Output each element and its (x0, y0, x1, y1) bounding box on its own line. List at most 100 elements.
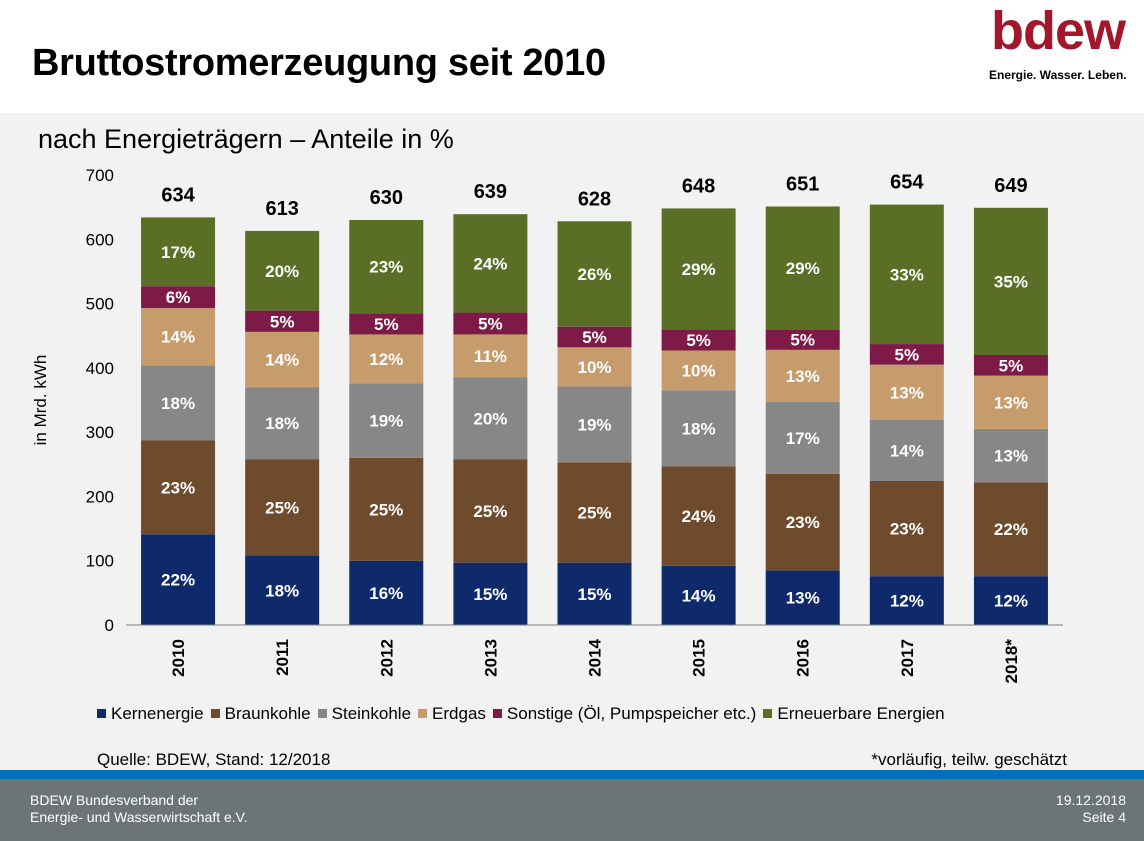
y-tick-label: 300 (86, 423, 114, 442)
segment-percent-label: 17% (161, 243, 195, 262)
segment-percent-label: 5% (582, 328, 607, 347)
segment-percent-label: 15% (577, 585, 611, 604)
segment-percent-label: 10% (577, 358, 611, 377)
bar-segment (661, 565, 736, 625)
segment-percent-label: 33% (890, 265, 924, 284)
bar-segment (453, 459, 528, 563)
bar-segment (349, 560, 424, 625)
footer-meta: 19.12.2018 Seite 4 (1056, 792, 1126, 826)
bar-segment (973, 428, 1048, 483)
segment-percent-label: 23% (890, 520, 924, 539)
bar-segment (349, 313, 424, 335)
segment-percent-label: 14% (682, 586, 716, 605)
bar-segment (557, 562, 632, 625)
segment-percent-label: 16% (369, 584, 403, 603)
bar-segment (765, 473, 840, 571)
legend-label: Sonstige (Öl, Pumpspeicher etc.) (506, 704, 757, 723)
segment-percent-label: 19% (577, 415, 611, 434)
bar-segment (141, 440, 216, 535)
bar-segment (349, 457, 424, 561)
x-tick-label: 2014 (586, 638, 605, 676)
bdew-logo: bdew Energie. Wasser. Leben. (985, 1, 1130, 88)
segment-percent-label: 23% (369, 258, 403, 277)
logo-wordmark: bdew (991, 1, 1126, 61)
y-tick-label: 700 (86, 166, 114, 185)
bar-segment (869, 204, 944, 345)
bar-total-label: 639 (474, 181, 507, 203)
segment-percent-label: 20% (473, 409, 507, 428)
bar-segment (869, 344, 944, 365)
legend-item: Erdgas (418, 704, 486, 724)
segment-percent-label: 18% (265, 581, 299, 600)
x-tick-label: 2017 (898, 639, 917, 677)
y-axis-title: in Mrd. kWh (31, 355, 50, 446)
bar-segment (245, 331, 320, 388)
legend-label: Erneuerbare Energien (777, 704, 945, 723)
footer-divider (0, 770, 1144, 779)
segment-percent-label: 5% (374, 315, 399, 334)
bar-segment (245, 310, 320, 332)
segment-percent-label: 22% (994, 520, 1028, 539)
bar-segment (557, 386, 632, 463)
y-tick-label: 200 (86, 487, 114, 506)
segment-percent-label: 24% (473, 254, 507, 273)
bar-total-label: 648 (682, 175, 715, 197)
stacked-bar-chart: in Mrd. kWh 0 100 200 300 400 500 600 700 22% 23% 1… (31, 166, 1063, 683)
segment-percent-label: 18% (161, 394, 195, 413)
segment-percent-label: 14% (161, 328, 195, 347)
segment-percent-label: 35% (994, 272, 1028, 291)
segment-percent-label: 20% (265, 262, 299, 281)
y-tick-label: 600 (86, 230, 114, 249)
bar-segment (453, 562, 528, 625)
segment-percent-label: 5% (686, 331, 711, 350)
y-tick-label: 500 (86, 295, 114, 314)
x-tick-label: 2013 (481, 639, 500, 677)
bar-segment (973, 482, 1048, 577)
footer-page-number: Seite 4 (1082, 809, 1126, 825)
segment-percent-label: 25% (577, 504, 611, 523)
legend-swatch (418, 709, 428, 718)
bar-segment (869, 481, 944, 577)
segment-percent-label: 13% (786, 589, 820, 608)
segment-percent-label: 24% (682, 507, 716, 526)
footer-bar: BDEW Bundesverband der Energie- und Wass… (0, 779, 1144, 841)
segment-percent-label: 17% (786, 429, 820, 448)
estimate-note: *vorläufig, teilw. geschätzt (871, 750, 1067, 769)
footer-date: 19.12.2018 (1055, 792, 1126, 808)
bar-segment (973, 207, 1048, 355)
bar-segment (453, 334, 528, 378)
segment-percent-label: 25% (369, 500, 403, 519)
segment-percent-label: 13% (786, 367, 820, 386)
bar-segment (245, 459, 320, 556)
bar-segment (765, 206, 840, 330)
bar-segment (765, 401, 840, 474)
bar-segment (661, 350, 736, 391)
x-tick-label: 2015 (690, 639, 709, 677)
bar-total-label: 630 (370, 187, 403, 209)
segment-percent-label: 12% (890, 592, 924, 611)
segment-percent-label: 5% (478, 315, 503, 334)
chart-legend: Kernenergie Braunkohle Steinkohle Erdgas Son… (97, 704, 1087, 724)
segment-percent-label: 18% (265, 414, 299, 433)
segment-percent-label: 29% (786, 259, 820, 278)
legend-label: Erdgas (432, 704, 486, 723)
legend-label: Kernenergie (111, 704, 204, 723)
footer-organization: BDEW Bundesverband der Energie- und Wass… (30, 792, 248, 826)
segment-percent-label: 12% (994, 592, 1028, 611)
legend-item: Erneuerbare Energien (763, 704, 945, 724)
segment-percent-label: 18% (682, 419, 716, 438)
x-tick-label: 2012 (377, 639, 396, 677)
segment-percent-label: 26% (577, 265, 611, 284)
segment-percent-label: 13% (994, 393, 1028, 412)
bar-segment (245, 387, 320, 460)
legend-item: Braunkohle (210, 704, 311, 724)
bar-segment (973, 576, 1048, 625)
bar-total-label: 651 (786, 174, 819, 196)
chart-subtitle: nach Energieträgern – Anteile in % (38, 124, 454, 154)
bar-segment (869, 576, 944, 625)
bar-segment (141, 534, 216, 625)
org-line-1: BDEW Bundesverband der (30, 792, 199, 808)
legend-swatch (97, 709, 106, 718)
legend-item: Kernenergie (97, 704, 204, 724)
bar-segment (765, 329, 840, 350)
